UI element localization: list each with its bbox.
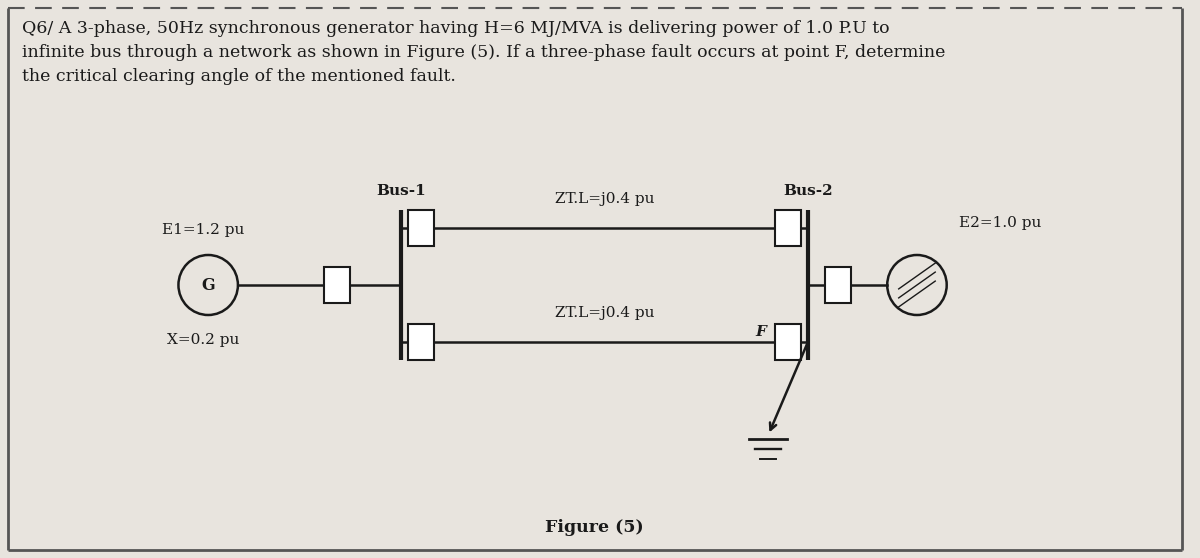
Bar: [408, 324, 434, 360]
Bar: [775, 324, 800, 360]
Bar: [408, 210, 434, 246]
Text: E2=1.0 pu: E2=1.0 pu: [959, 216, 1040, 230]
Text: Figure (5): Figure (5): [546, 519, 644, 536]
Text: Q6/ A 3-phase, 50Hz synchronous generator having H=6 MJ/MVA is delivering power : Q6/ A 3-phase, 50Hz synchronous generato…: [22, 20, 946, 85]
Text: Bus-2: Bus-2: [784, 184, 833, 198]
Text: Bus-1: Bus-1: [377, 184, 426, 198]
Text: E1=1.2 pu: E1=1.2 pu: [162, 223, 245, 237]
Text: ZT.L=j0.4 pu: ZT.L=j0.4 pu: [554, 306, 654, 320]
Text: X=0.2 pu: X=0.2 pu: [167, 333, 240, 347]
Text: F: F: [756, 325, 767, 339]
Bar: [824, 267, 851, 303]
Bar: [775, 210, 800, 246]
Bar: [324, 267, 350, 303]
Text: ZT.L=j0.4 pu: ZT.L=j0.4 pu: [554, 192, 654, 206]
Text: G: G: [202, 277, 215, 294]
